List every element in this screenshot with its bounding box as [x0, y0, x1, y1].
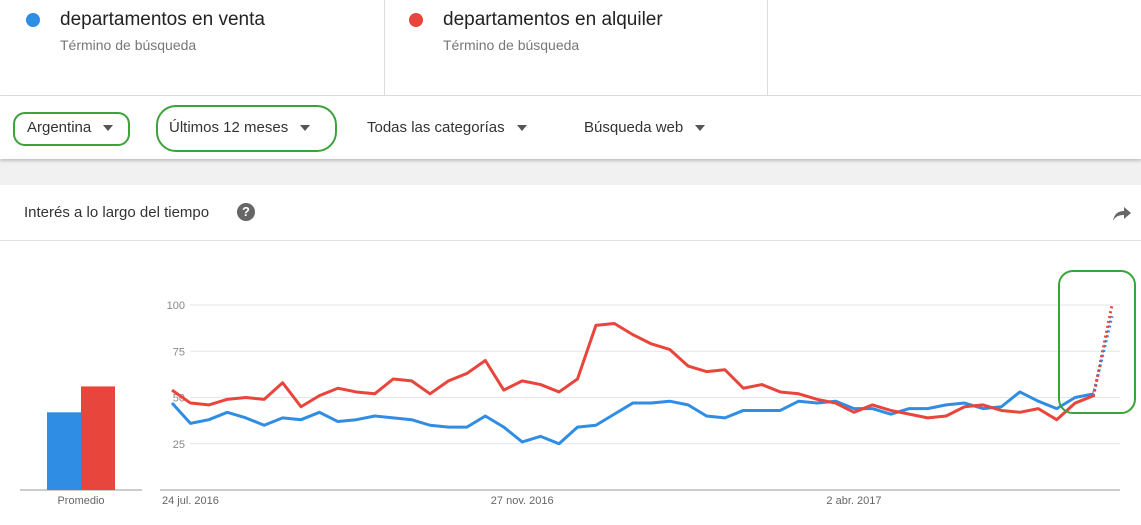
filter-dropdown[interactable]: Búsqueda web [584, 119, 705, 136]
filter-dropdown[interactable]: Todas las categorías [367, 119, 527, 136]
highlight [1058, 270, 1136, 414]
series-line [170, 387, 1094, 446]
x-tick-label: 24 jul. 2016 [162, 495, 219, 507]
x-tick-label: 2 abr. 2017 [826, 495, 881, 507]
term-dot [409, 13, 423, 27]
y-tick-label: 75 [173, 346, 185, 358]
divider [384, 0, 385, 95]
term-subtitle: Término de búsqueda [443, 37, 580, 53]
term-subtitle: Término de búsqueda [60, 37, 197, 53]
highlight [156, 105, 337, 152]
term-dot [26, 13, 40, 27]
highlight [13, 112, 130, 146]
divider [0, 240, 1141, 241]
filter-dropdown[interactable]: Argentina [27, 119, 113, 136]
series-line-partial [1093, 315, 1114, 396]
divider [767, 0, 768, 95]
y-tick-label: 100 [167, 300, 185, 312]
series-line [171, 322, 1094, 422]
average-bar [47, 412, 81, 490]
x-tick-label: 27 nov. 2016 [491, 495, 554, 507]
term-name[interactable]: departamentos en alquiler [443, 9, 663, 30]
chart-card: Interés a lo largo del tiempo ? [0, 185, 1141, 525]
filter-dropdown[interactable]: Últimos 12 meses [169, 119, 310, 136]
share-icon[interactable] [1112, 205, 1132, 223]
term-bar: departamentos en venta Término de búsque… [0, 0, 1141, 96]
card-title: Interés a lo largo del tiempo [24, 204, 210, 221]
term-name[interactable]: departamentos en venta [60, 9, 265, 30]
filter-bar: Argentina Últimos 12 meses Todas las cat… [0, 96, 1141, 159]
y-tick-label: 25 [173, 439, 185, 451]
average-label: Promedio [57, 495, 104, 507]
average-bar [81, 386, 115, 490]
help-icon[interactable]: ? [237, 203, 255, 221]
